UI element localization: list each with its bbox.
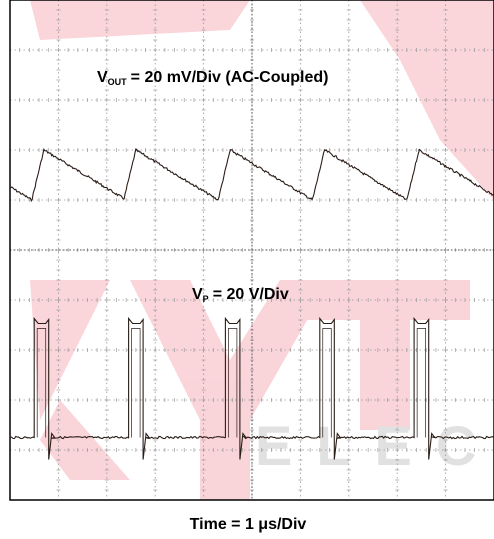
series-vp-pulse: [322, 328, 332, 438]
traces: [9, 148, 494, 460]
x-axis-label: Time = 1 μs/Div: [190, 516, 307, 533]
watermark-stroke-top: [30, 0, 250, 40]
series-vout-line: [9, 148, 494, 203]
watermark-t-bar: [300, 280, 470, 320]
watermark-y: [130, 280, 330, 500]
plot-frame: [9, 0, 494, 501]
series-vout-peak: [135, 149, 137, 151]
series-vp-line: [9, 316, 494, 460]
vp-label: VP = 20 V/Div: [192, 286, 289, 304]
series-vp-pulse: [131, 328, 141, 438]
series-vout-peak: [43, 149, 45, 151]
series-vout-peak: [229, 149, 232, 151]
vout-label: VOUT = 20 mV/Div (AC-Coupled): [97, 69, 328, 87]
series-vout-peak: [418, 149, 420, 151]
series-vp-pulse: [228, 328, 238, 438]
series-vp-pulse: [36, 328, 47, 438]
series-vp-pulse: [416, 328, 427, 438]
watermark-subtext: ELECT: [255, 414, 494, 477]
watermark-k-lower: [40, 400, 130, 480]
watermark-t-stem: [360, 280, 410, 430]
graticule-grid: [10, 0, 494, 500]
series-vout-peak: [323, 149, 326, 151]
